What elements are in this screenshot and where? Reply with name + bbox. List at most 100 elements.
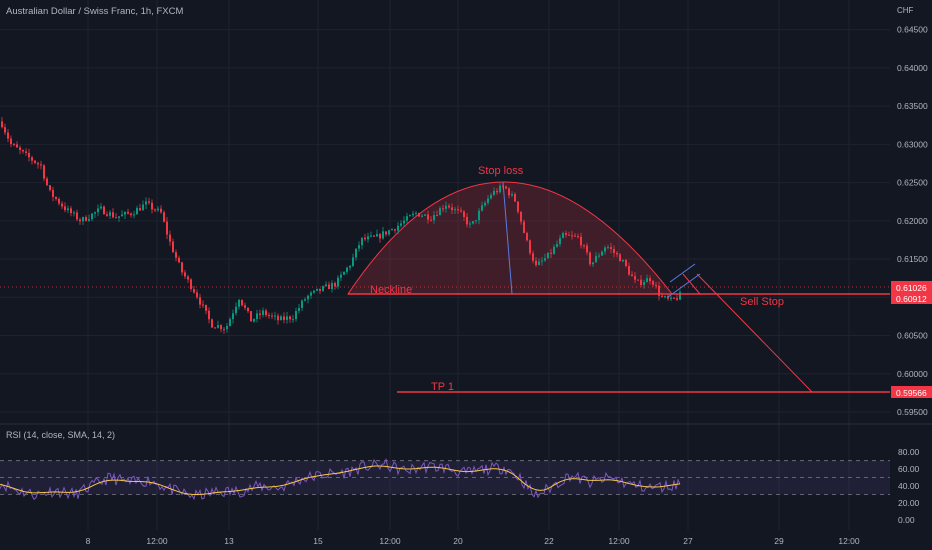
candle-body: [481, 205, 483, 211]
candle-body: [118, 216, 120, 218]
candle-body: [457, 209, 459, 211]
candle-body: [454, 209, 456, 211]
price-tick-label: 0.62500: [897, 178, 928, 188]
candle-body: [103, 206, 105, 215]
sell-stop-connector: [682, 273, 701, 295]
price-tick-label: 0.63000: [897, 139, 928, 149]
candle-body: [391, 229, 393, 231]
candle-body: [262, 310, 264, 315]
candle-body: [292, 319, 294, 321]
rising-channel-upper: [669, 263, 696, 283]
candle-body: [439, 208, 441, 216]
candle-body: [55, 196, 57, 199]
candle-body: [100, 206, 102, 209]
price-tick-label: 0.62000: [897, 216, 928, 226]
candle-body: [679, 292, 681, 300]
sell-stop-badge: [891, 292, 932, 304]
candle-body: [349, 265, 351, 268]
candle-body: [598, 255, 600, 257]
rsi-axis[interactable]: 80.00 60.00 40.00 20.00 0.00: [898, 447, 920, 525]
candle-body: [517, 201, 519, 212]
candle-body: [652, 281, 654, 285]
candle-body: [544, 258, 546, 261]
candle-body: [88, 219, 90, 221]
candle-body: [91, 213, 93, 220]
price-tick-label: 0.59500: [897, 407, 928, 417]
candle-body: [316, 288, 318, 291]
candle-body: [664, 296, 666, 298]
candle-body: [202, 304, 204, 306]
candle-body: [556, 244, 558, 247]
candle-body: [175, 252, 177, 258]
time-axis[interactable]: 8 12:00 13 15 12:00 20 22 12:00 27 29 12:00: [86, 536, 860, 546]
candle-body: [37, 162, 39, 165]
tp1-price-label: 0.59566: [896, 388, 927, 398]
candle-body: [610, 247, 612, 250]
candle-body: [145, 201, 147, 205]
neckline-label: Neckline: [370, 284, 412, 296]
candle-body: [61, 203, 63, 207]
candle-body: [106, 214, 108, 216]
rsi-band: [0, 460, 890, 495]
rsi-tick-label: 40.00: [898, 481, 920, 491]
candle-body: [238, 299, 240, 307]
candle-body: [16, 144, 18, 148]
candle-body: [367, 236, 369, 240]
candle-body: [559, 238, 561, 245]
symbol-title: Australian Dollar / Swiss Franc, 1h, FXC…: [6, 6, 183, 17]
candle-body: [676, 298, 678, 300]
candle-body: [133, 214, 135, 216]
candle-body: [28, 152, 30, 158]
candle-body: [397, 225, 399, 231]
candle-body: [232, 313, 234, 320]
candle-body: [13, 144, 15, 146]
rsi-line: [0, 457, 681, 501]
candle-body: [586, 245, 588, 253]
candle-body: [73, 212, 75, 214]
candle-body: [331, 283, 333, 290]
candle-body: [379, 234, 381, 239]
candle-body: [169, 234, 171, 242]
price-tick-label: 0.64000: [897, 63, 928, 73]
grid-lines: [0, 0, 890, 530]
candle-body: [181, 262, 183, 273]
time-tick-label: 12:00: [838, 536, 860, 546]
candle-body: [109, 212, 111, 216]
candle-body: [52, 189, 54, 197]
candle-body: [22, 149, 24, 152]
rsi-tick-label: 80.00: [898, 447, 920, 457]
candle-body: [511, 194, 513, 196]
candle-body: [199, 297, 201, 305]
candle-body: [286, 316, 288, 320]
candlestick-series: [1, 117, 681, 334]
candle-body: [223, 329, 225, 331]
candle-body: [127, 211, 129, 214]
rsi-tick-label: 60.00: [898, 464, 920, 474]
candle-body: [343, 271, 345, 275]
candle-body: [250, 311, 252, 322]
candle-body: [82, 217, 84, 222]
candle-body: [163, 212, 165, 222]
candle-body: [112, 212, 114, 218]
candle-body: [667, 296, 669, 299]
candle-body: [376, 234, 378, 237]
rising-channel-lower: [667, 273, 701, 298]
candle-body: [571, 235, 573, 237]
candle-body: [373, 235, 375, 237]
candle-body: [574, 235, 576, 237]
candle-body: [196, 292, 198, 298]
candle-body: [589, 252, 591, 265]
candle-body: [553, 246, 555, 254]
candle-body: [445, 205, 447, 209]
candle-body: [4, 127, 6, 133]
candle-body: [583, 245, 585, 247]
candle-body: [46, 178, 48, 186]
candle-body: [40, 164, 42, 166]
candle-body: [19, 147, 21, 150]
candle-body: [547, 252, 549, 259]
candle-body: [400, 223, 402, 226]
candle-body: [385, 231, 387, 235]
candle-body: [259, 313, 261, 315]
candle-body: [274, 315, 276, 317]
